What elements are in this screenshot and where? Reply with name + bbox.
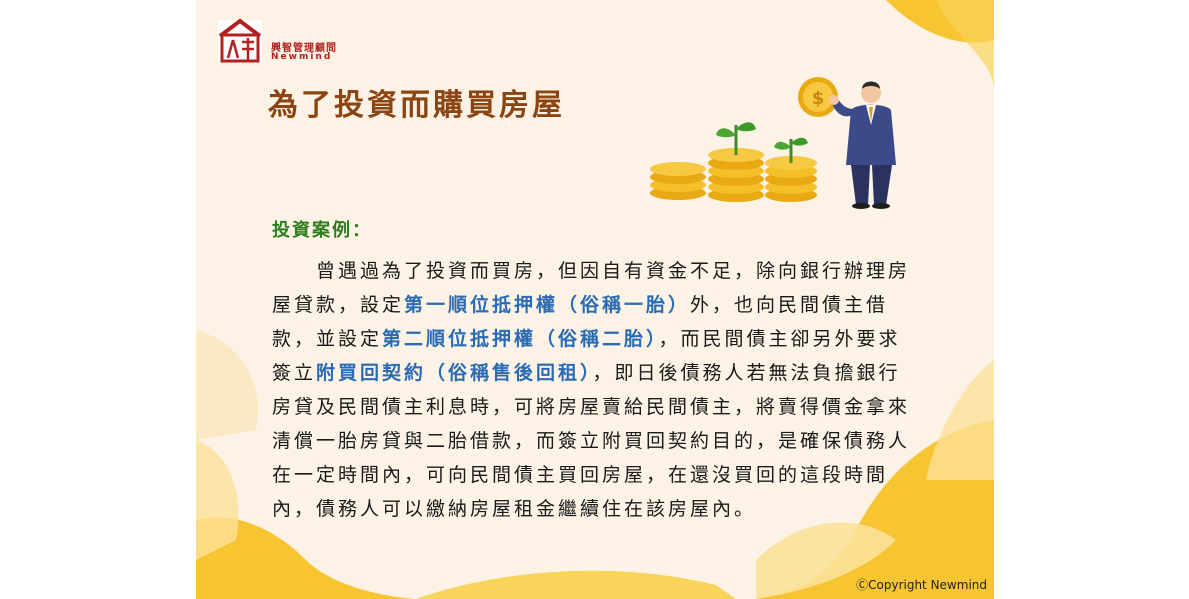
paragraph-text: ，即日後債務人若無法負擔銀行房貸及民間債主利息時，可將房屋賣給民間債主，將賣得價… <box>272 362 911 520</box>
coin-stack-icon <box>650 148 817 202</box>
highlight-buyback-contract: 附買回契約（俗稱售後回租） <box>316 362 593 384</box>
copyright-notice: ⒸCopyright Newmind <box>856 578 987 592</box>
paragraph-text: ，而民間債主卻另外要求簽立 <box>272 328 901 384</box>
background-decoration <box>196 0 994 599</box>
investment-illustration: $ <box>650 77 896 209</box>
house-logo-icon <box>218 18 262 63</box>
businessman-icon <box>829 81 896 209</box>
highlight-second-mortgage: 第二順位抵押權（俗稱二胎） <box>382 328 659 350</box>
highlight-first-mortgage: 第一順位抵押權（俗稱一胎） <box>404 294 691 316</box>
paragraph-text: 曾遇過為了投資而買房，但因自有資金不足，除向銀行辦理房屋貸款，設定 <box>272 260 911 316</box>
paragraph-text: 外，也向民間債主借款，並設定 <box>272 294 889 350</box>
logo-english-name: Newmind <box>271 52 333 62</box>
company-logo: 興智管理顧問 Newmind <box>216 18 356 66</box>
sprout-icon <box>716 122 808 163</box>
case-paragraph: 曾遇過為了投資而買房，但因自有資金不足，除向銀行辦理房屋貸款，設定第一順位抵押權… <box>272 254 922 526</box>
page-title: 為了投資而購買房屋 <box>268 88 565 123</box>
case-subheading: 投資案例： <box>272 220 372 241</box>
slide: 興智管理顧問 Newmind 為了投資而購買房屋 <box>196 0 994 599</box>
logo-company-name: 興智管理顧問 <box>271 43 337 54</box>
svg-text:$: $ <box>812 88 825 109</box>
dollar-coin-icon: $ <box>798 77 838 117</box>
